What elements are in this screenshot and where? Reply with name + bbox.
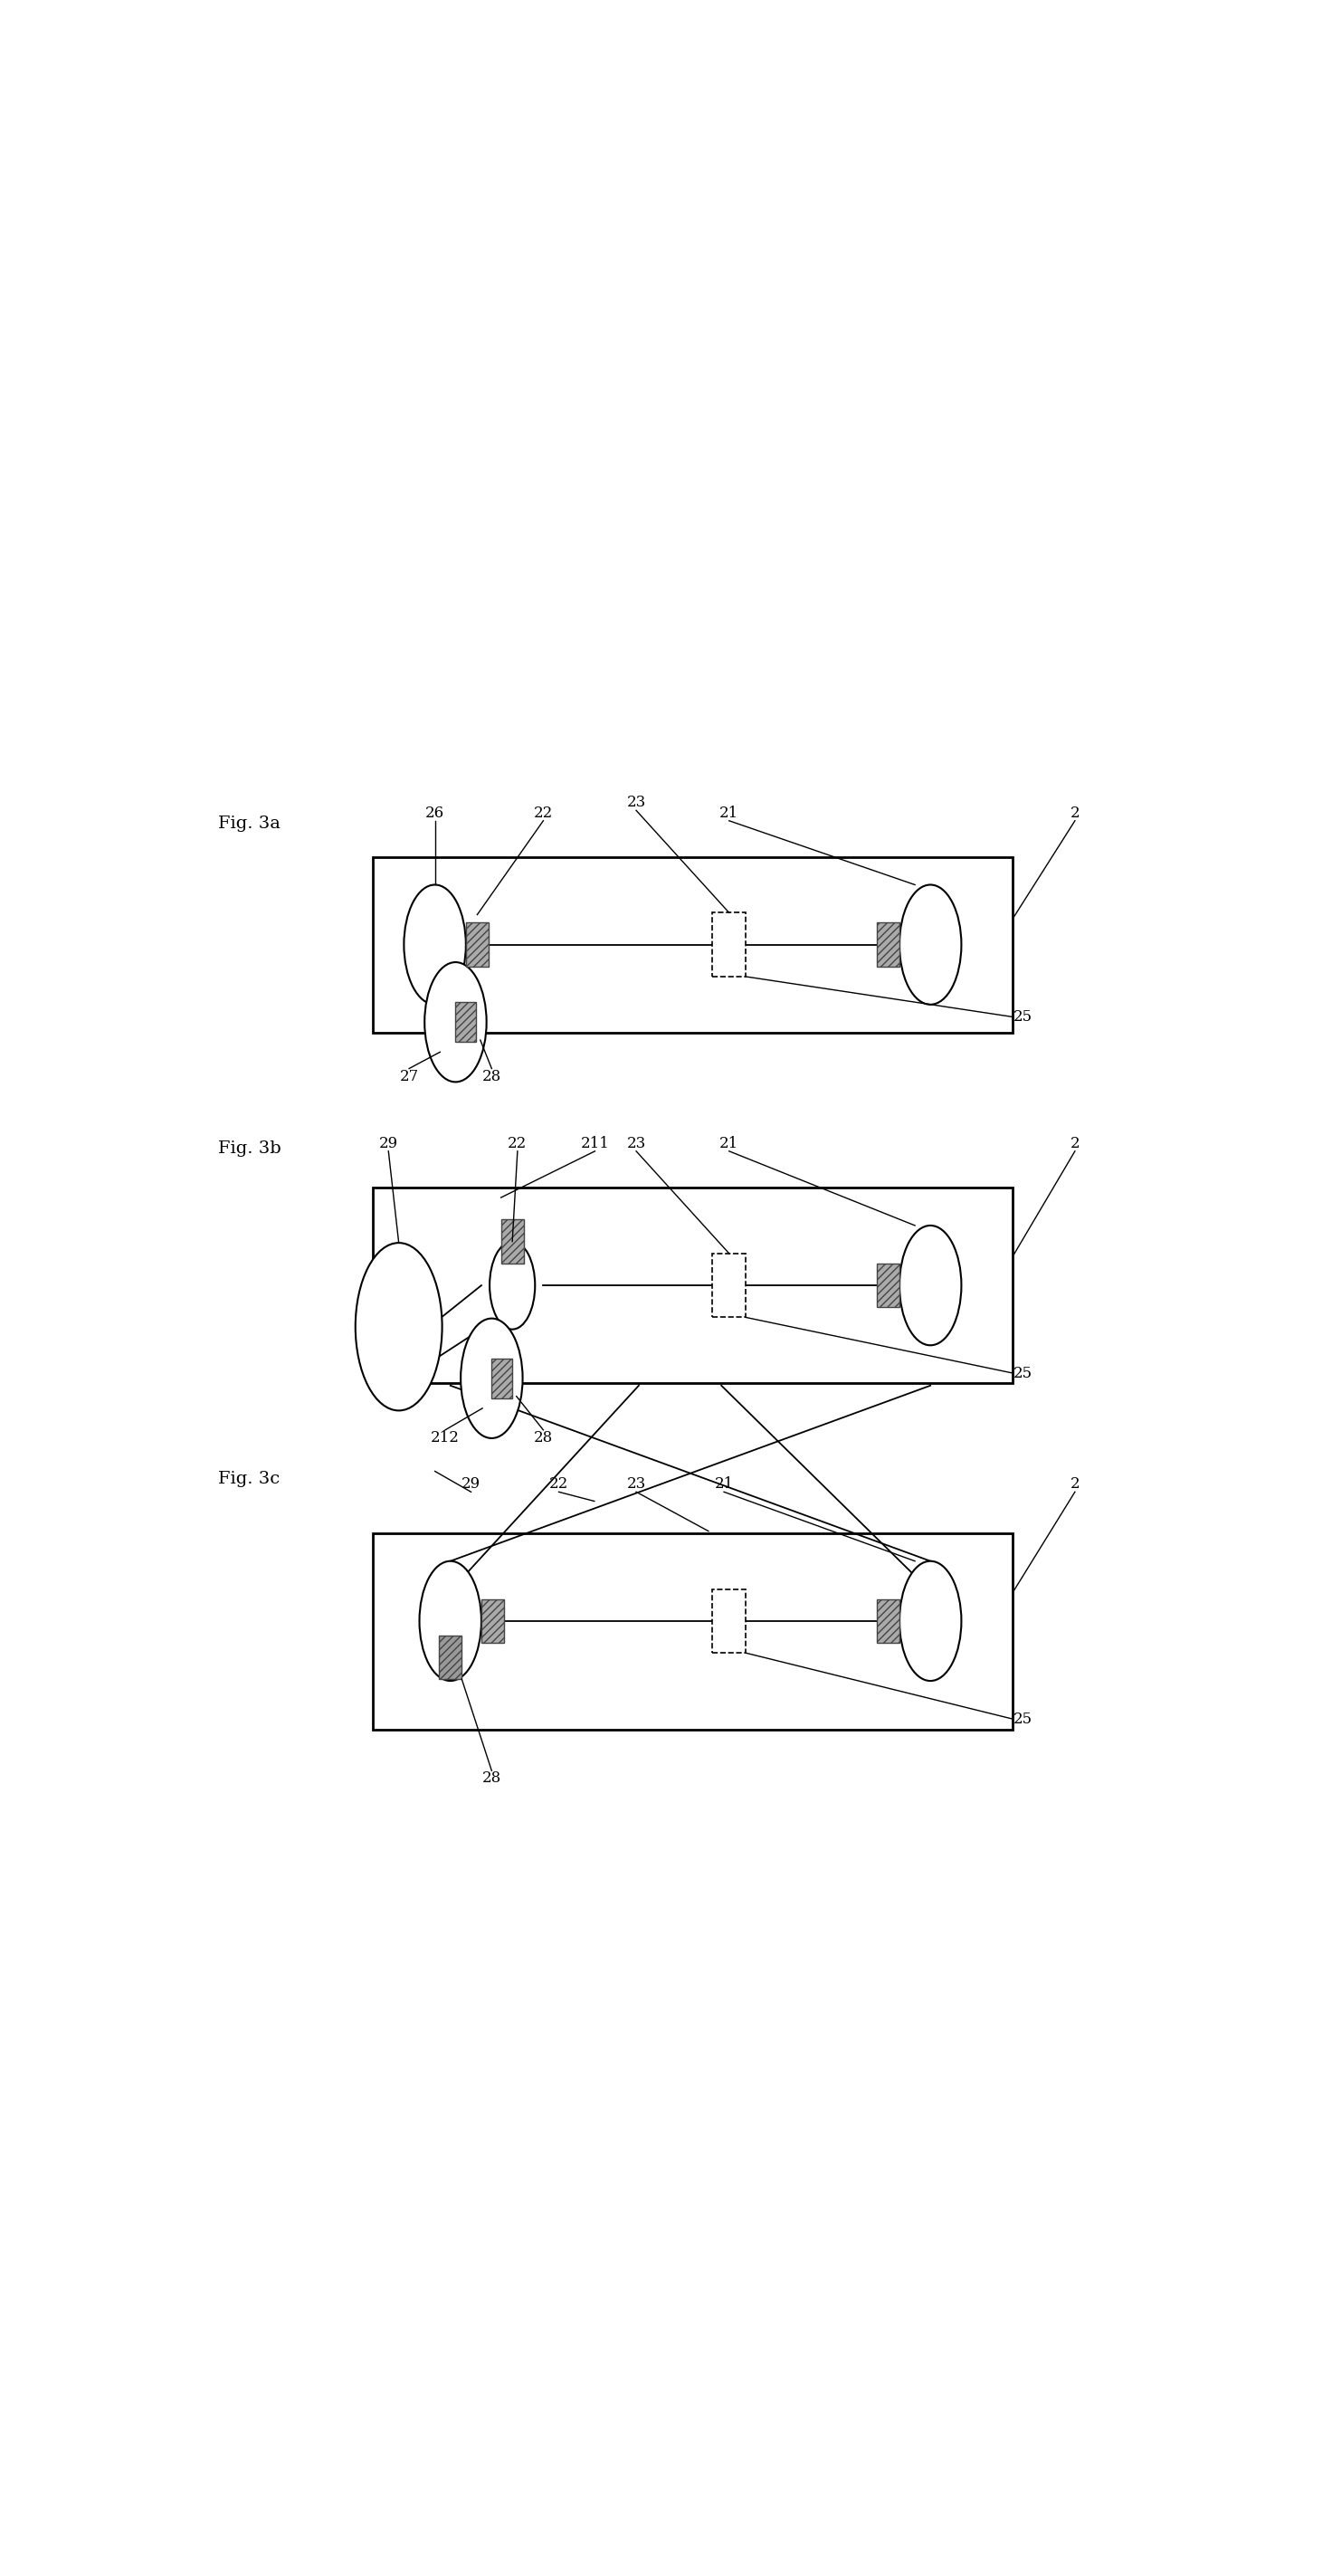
Text: 22: 22 (534, 806, 553, 822)
Bar (876, 922, 899, 966)
Ellipse shape (899, 1561, 962, 1682)
Ellipse shape (899, 884, 962, 1005)
Text: 21: 21 (714, 1476, 734, 1492)
Text: 28: 28 (482, 1069, 501, 1084)
Ellipse shape (425, 963, 486, 1082)
Ellipse shape (420, 1561, 481, 1682)
Ellipse shape (356, 1242, 442, 1412)
Text: 2: 2 (1070, 1476, 1080, 1492)
Bar (713, 1255, 746, 1316)
Text: 21: 21 (719, 1136, 739, 1151)
Text: 22: 22 (549, 1476, 569, 1492)
Ellipse shape (461, 1319, 522, 1437)
Text: 25: 25 (1012, 1710, 1032, 1726)
Text: 26: 26 (425, 806, 445, 822)
Text: 23: 23 (626, 796, 646, 811)
Bar (466, 922, 489, 966)
Bar (492, 1358, 511, 1399)
Bar (373, 1533, 1014, 1728)
Bar (481, 1600, 503, 1643)
Text: 23: 23 (626, 1476, 646, 1492)
Bar (876, 1262, 899, 1309)
Text: 28: 28 (534, 1430, 553, 1445)
Bar (373, 1188, 1014, 1383)
Text: 27: 27 (400, 1069, 418, 1084)
Bar (876, 1600, 899, 1643)
Text: 23: 23 (626, 1136, 646, 1151)
Text: 29: 29 (461, 1476, 481, 1492)
Bar (713, 912, 746, 976)
Bar (456, 1002, 476, 1041)
Text: 25: 25 (1012, 1010, 1032, 1025)
Text: Fig. 3a: Fig. 3a (218, 817, 281, 832)
Text: 22: 22 (507, 1136, 527, 1151)
Text: 28: 28 (482, 1770, 501, 1785)
Bar (440, 1636, 462, 1680)
Text: 211: 211 (581, 1136, 609, 1151)
Text: 29: 29 (378, 1136, 398, 1151)
Text: 2: 2 (1070, 806, 1080, 822)
Text: 2: 2 (1070, 1136, 1080, 1151)
Text: Fig. 3c: Fig. 3c (218, 1471, 280, 1486)
Bar (713, 1589, 746, 1654)
Ellipse shape (490, 1242, 535, 1329)
Text: Fig. 3b: Fig. 3b (218, 1141, 281, 1157)
Ellipse shape (404, 884, 466, 1005)
Text: 21: 21 (719, 806, 739, 822)
Ellipse shape (899, 1226, 962, 1345)
Text: 25: 25 (1012, 1365, 1032, 1381)
Text: 212: 212 (430, 1430, 460, 1445)
Bar (373, 858, 1014, 1033)
Bar (501, 1218, 523, 1262)
